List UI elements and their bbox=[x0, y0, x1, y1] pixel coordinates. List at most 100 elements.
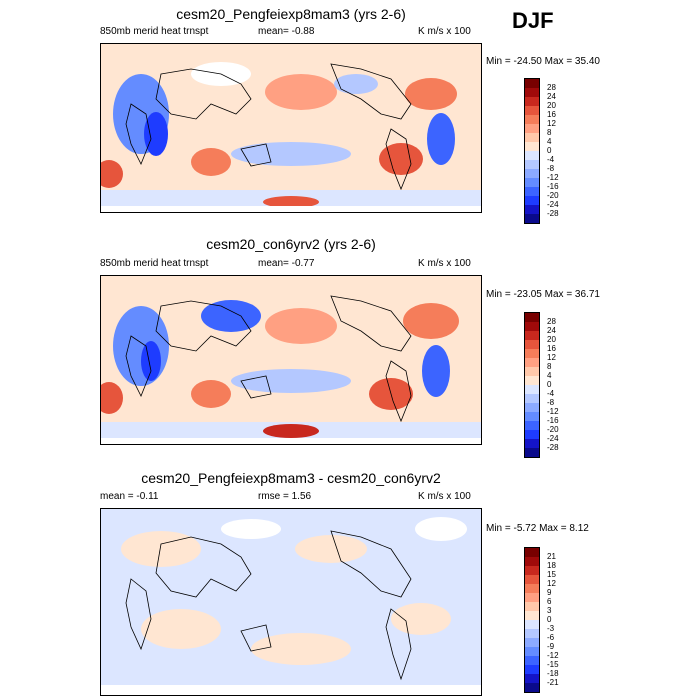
colorbar-tick-label: -18 bbox=[547, 669, 559, 678]
field-patch bbox=[231, 369, 351, 393]
colorbar-box bbox=[525, 638, 539, 647]
map-field bbox=[100, 43, 482, 213]
colorbar-tick-label: 8 bbox=[547, 362, 552, 371]
colorbar-box bbox=[525, 629, 539, 638]
colorbar-tick-label: 18 bbox=[547, 561, 556, 570]
coastlines bbox=[125, 530, 412, 681]
colorbar-box bbox=[525, 358, 539, 367]
panel-title: cesm20_Pengfeiexp8mam3 - cesm20_con6yrv2 bbox=[141, 470, 441, 486]
field-patch bbox=[121, 531, 201, 567]
map-field bbox=[100, 508, 482, 696]
colorbar-tick-label: -4 bbox=[547, 155, 555, 164]
colorbar-box bbox=[525, 187, 539, 196]
colorbar-tick-label: -4 bbox=[547, 389, 555, 398]
field-patch bbox=[101, 382, 123, 414]
field-patch bbox=[295, 535, 367, 563]
field-patch bbox=[422, 345, 450, 397]
colorbar bbox=[524, 78, 540, 224]
mean-label: mean = -0.11 bbox=[100, 491, 159, 502]
colorbar-tick-label: -20 bbox=[547, 425, 559, 434]
colorbar-tick-label: 12 bbox=[547, 119, 556, 128]
units-label: K m/s x 100 bbox=[418, 258, 471, 269]
colorbar-box bbox=[525, 160, 539, 169]
colorbar-box bbox=[525, 403, 539, 412]
colorbar-box bbox=[525, 142, 539, 151]
colorbar-tick-label: -28 bbox=[547, 209, 559, 218]
colorbar-tick-label: 4 bbox=[547, 137, 552, 146]
colorbar-tick-label: 28 bbox=[547, 317, 556, 326]
field-patch bbox=[405, 78, 457, 110]
colorbar-box bbox=[525, 106, 539, 115]
field-patch bbox=[265, 74, 337, 110]
field-patch bbox=[334, 74, 378, 94]
colorbar-tick-label: 0 bbox=[547, 146, 552, 155]
colorbar-tick-label: -28 bbox=[547, 443, 559, 452]
min-max-label: Min = -23.05 Max = 36.71 bbox=[486, 289, 600, 300]
colorbar-tick-label: 0 bbox=[547, 615, 552, 624]
colorbar-tick-label: -24 bbox=[547, 200, 559, 209]
field-patch bbox=[101, 438, 481, 444]
colorbar-tick-label: -12 bbox=[547, 407, 559, 416]
colorbar-box bbox=[525, 611, 539, 620]
colorbar-tick-label: 3 bbox=[547, 606, 552, 615]
colorbar-box bbox=[525, 115, 539, 124]
field-patch bbox=[415, 517, 467, 541]
mean-label: mean= -0.77 bbox=[258, 258, 315, 269]
field-patch bbox=[265, 308, 337, 344]
colorbar-box bbox=[525, 349, 539, 358]
field-patch bbox=[251, 633, 351, 665]
colorbar-tick-label: 21 bbox=[547, 552, 556, 561]
colorbar-box bbox=[525, 340, 539, 349]
colorbar-box bbox=[525, 196, 539, 205]
coastlines bbox=[125, 295, 412, 423]
colorbar-tick-label: 6 bbox=[547, 597, 552, 606]
colorbar-tick-label: 9 bbox=[547, 588, 552, 597]
field-patch bbox=[379, 143, 423, 175]
colorbar-tick-label: -9 bbox=[547, 642, 555, 651]
colorbar-box bbox=[525, 394, 539, 403]
colorbar-tick-label: -16 bbox=[547, 182, 559, 191]
colorbar-tick-label: 12 bbox=[547, 353, 556, 362]
colorbar-box bbox=[525, 205, 539, 214]
rmse-label: rmse = 1.56 bbox=[258, 491, 312, 502]
colorbar-box bbox=[525, 575, 539, 584]
colorbar-box bbox=[525, 421, 539, 430]
colorbar-box bbox=[525, 124, 539, 133]
colorbar-box bbox=[525, 566, 539, 575]
colorbar-box bbox=[525, 79, 539, 88]
colorbar-tick-label: -3 bbox=[547, 624, 555, 633]
colorbar-tick-label: -15 bbox=[547, 660, 559, 669]
colorbar-tick-label: 4 bbox=[547, 371, 552, 380]
mean-label: mean= -0.88 bbox=[258, 26, 315, 37]
field-patch bbox=[391, 603, 451, 635]
min-max-label: Min = -24.50 Max = 35.40 bbox=[486, 56, 600, 67]
colorbar-box bbox=[525, 376, 539, 385]
colorbar-tick-label: 15 bbox=[547, 570, 556, 579]
colorbar-box bbox=[525, 97, 539, 106]
colorbar-box bbox=[525, 448, 539, 457]
colorbar-box bbox=[525, 385, 539, 394]
colorbar bbox=[524, 312, 540, 458]
variable-label: 850mb merid heat trnspt bbox=[100, 26, 209, 37]
field-patch bbox=[263, 424, 319, 438]
variable-label: 850mb merid heat trnspt bbox=[100, 258, 209, 269]
colorbar-tick-label: -8 bbox=[547, 398, 555, 407]
field-patch bbox=[403, 303, 459, 339]
colorbar-box bbox=[525, 169, 539, 178]
units-label: K m/s x 100 bbox=[418, 26, 471, 37]
colorbar-tick-label: 20 bbox=[547, 101, 556, 110]
colorbar-box bbox=[525, 214, 539, 223]
colorbar-tick-label: -20 bbox=[547, 191, 559, 200]
field-patch bbox=[141, 341, 161, 381]
colorbar-box bbox=[525, 88, 539, 97]
colorbar-tick-label: -16 bbox=[547, 416, 559, 425]
panel-title: cesm20_Pengfeiexp8mam3 (yrs 2-6) bbox=[176, 6, 406, 22]
colorbar-box bbox=[525, 412, 539, 421]
colorbar-box bbox=[525, 683, 539, 692]
field-patch bbox=[144, 112, 168, 156]
colorbar-box bbox=[525, 178, 539, 187]
field-patch bbox=[101, 160, 123, 188]
colorbar-box bbox=[525, 647, 539, 656]
colorbar-tick-label: 8 bbox=[547, 128, 552, 137]
colorbar-tick-label: -8 bbox=[547, 164, 555, 173]
